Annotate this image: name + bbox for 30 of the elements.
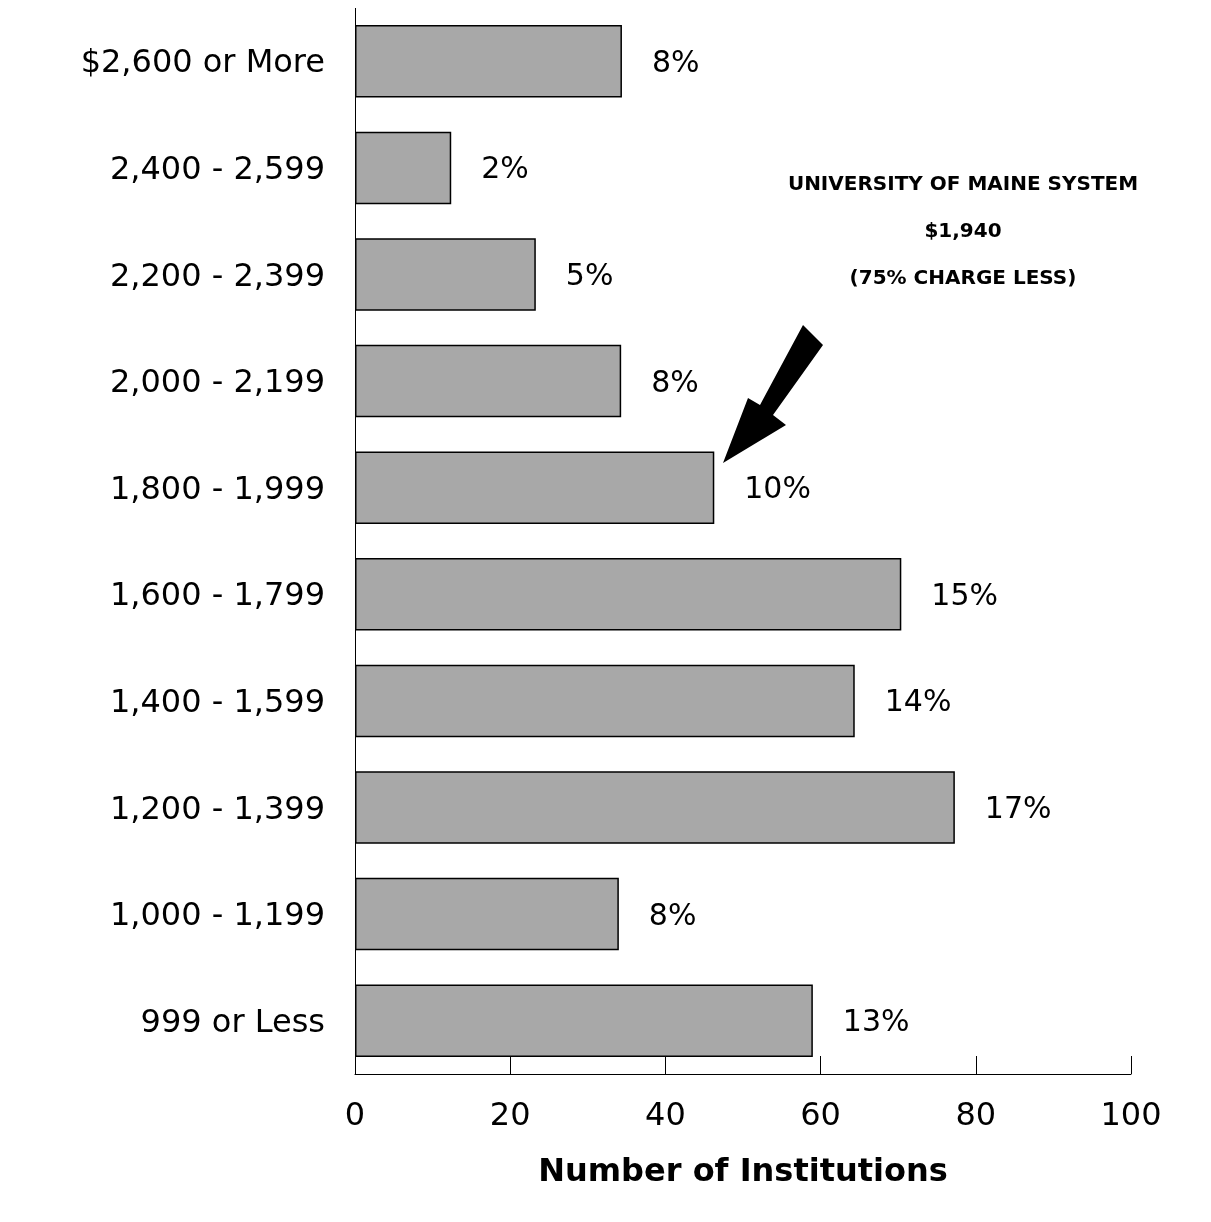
y-tick-label: 1,400 - 1,599 <box>109 681 325 720</box>
x-tick-label: 20 <box>489 1095 531 1133</box>
x-tick-label: 60 <box>800 1095 841 1133</box>
x-tick-label: 100 <box>1100 1095 1162 1133</box>
y-tick-label: 1,600 - 1,799 <box>109 575 325 614</box>
y-tick-label: 1,200 - 1,399 <box>109 788 325 827</box>
x-tick-label: 40 <box>645 1095 686 1133</box>
y-tick-label: 2,400 - 2,599 <box>109 148 325 187</box>
annotation: 15% <box>931 576 998 612</box>
y-tick-label: 2,200 - 2,399 <box>109 255 325 294</box>
y-tick-label: 1,800 - 1,999 <box>109 468 325 507</box>
annotation: 8% <box>651 43 700 79</box>
x-tick-label: 0 <box>344 1095 366 1133</box>
y-tick-label: 2,000 - 2,199 <box>109 362 325 401</box>
y-tick-label: 1,000 - 1,199 <box>109 895 325 934</box>
annotation: 13% <box>842 1003 910 1039</box>
annotation: $1,940 <box>924 218 1002 242</box>
annotation: 10% <box>744 470 811 506</box>
annotation: 14% <box>884 683 952 719</box>
x-axis-title: Number of Institutions <box>538 1151 948 1189</box>
x-tick-label: 80 <box>955 1095 997 1133</box>
annotation: 8% <box>651 363 699 399</box>
annotation: 17% <box>984 790 1052 825</box>
annotation: (75% CHARGE LESS) <box>849 265 1077 289</box>
annotation: 5% <box>565 257 614 292</box>
annotation: 8% <box>648 896 697 932</box>
annotation: 2% <box>481 150 529 186</box>
y-tick-label: 999 or Less <box>140 1001 325 1040</box>
y-tick-label: $2,600 or More <box>80 42 325 81</box>
annotation: UNIVERSITY OF MAINE SYSTEM <box>787 171 1139 195</box>
